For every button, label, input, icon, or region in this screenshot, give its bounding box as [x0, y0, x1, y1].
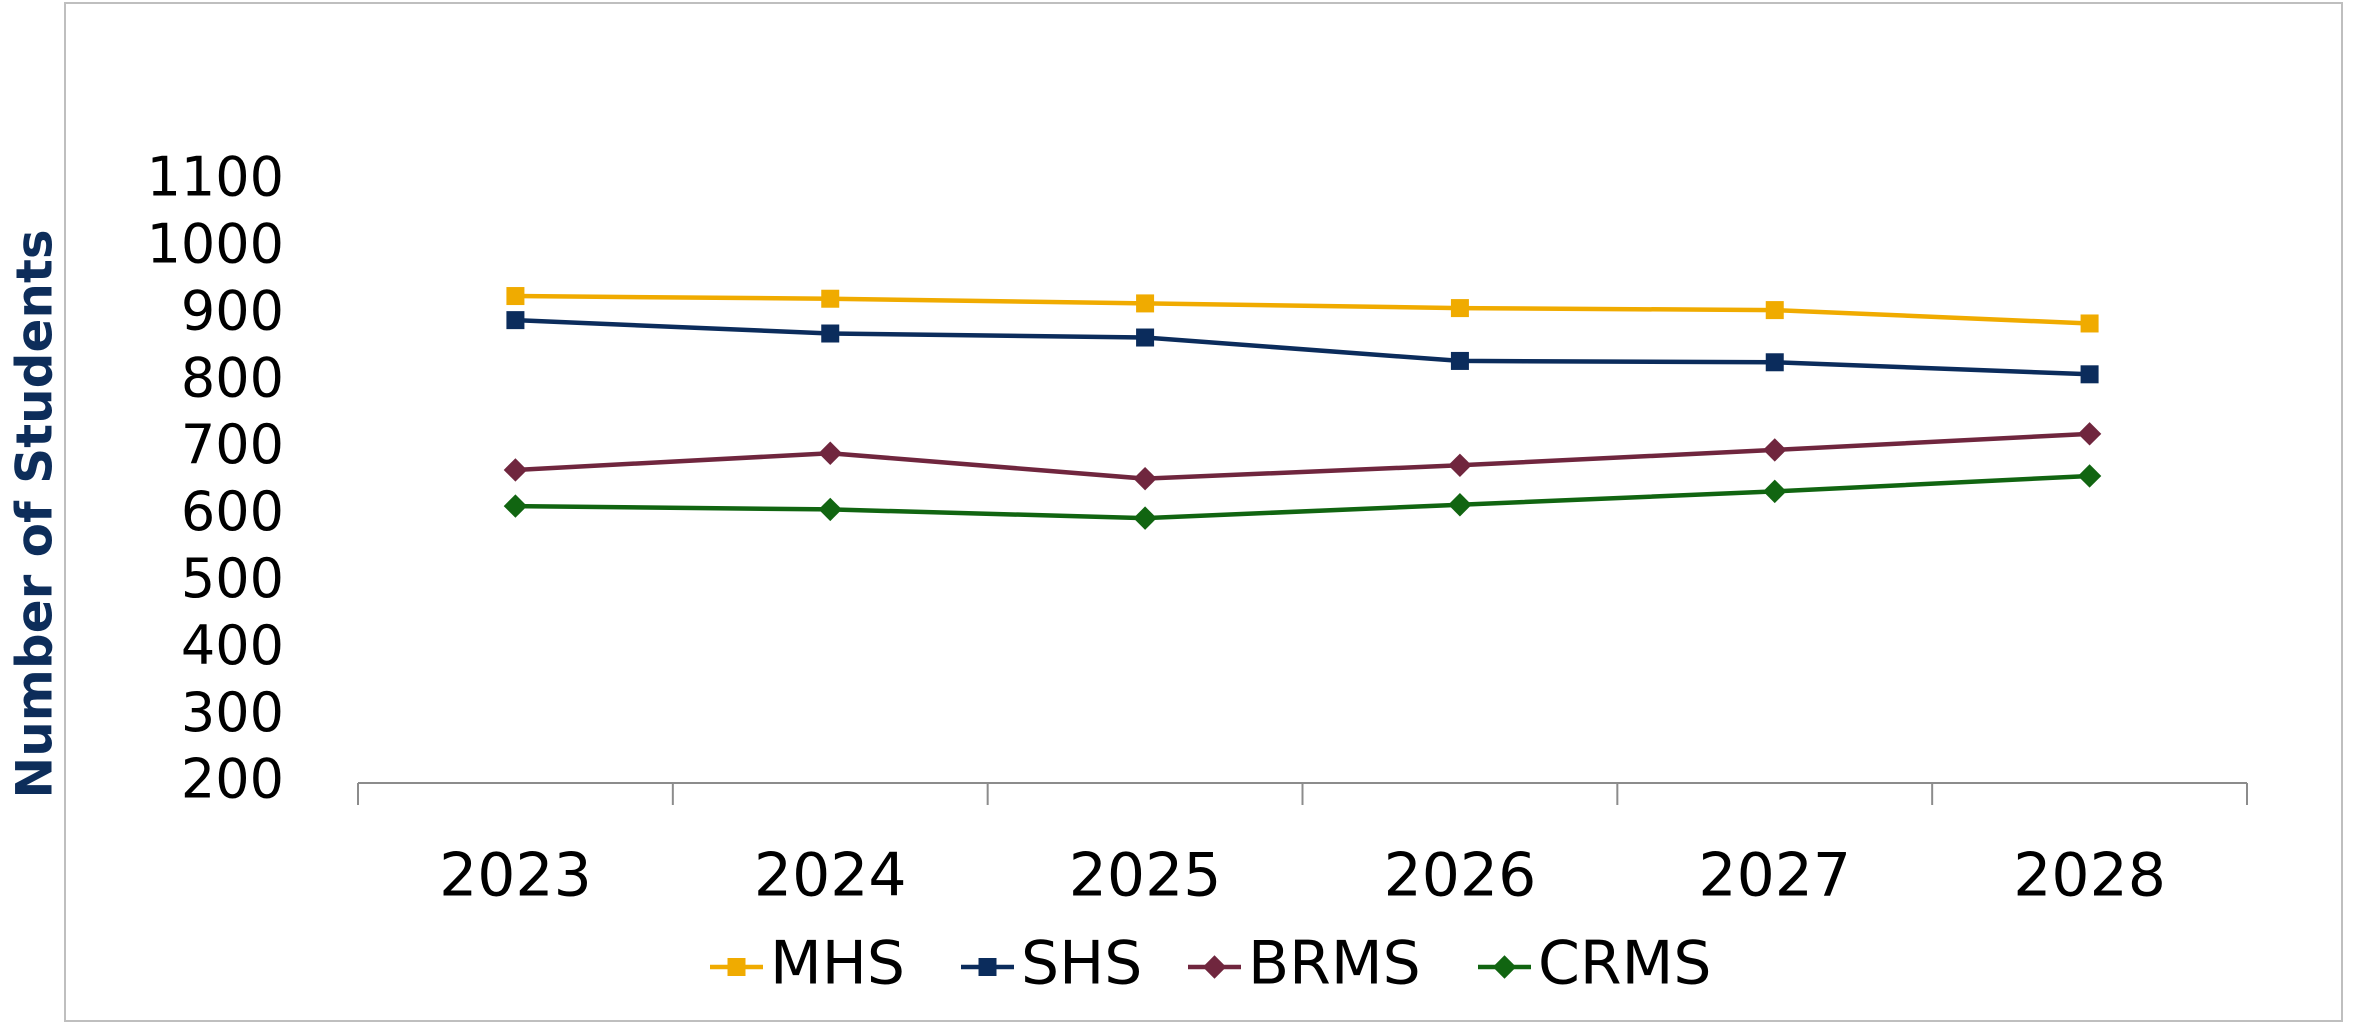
marker [1763, 438, 1787, 462]
x-tick-label: 2027 [1698, 841, 1851, 911]
legend-label: CRMS [1538, 929, 1711, 999]
legend-label: BRMS [1248, 929, 1421, 999]
marker [821, 324, 840, 343]
series-line [515, 317, 2090, 377]
y-tick-label: 400 [181, 614, 284, 677]
marker [1136, 328, 1155, 347]
y-tick-label: 300 [181, 681, 284, 744]
marker [1450, 351, 1469, 370]
marker [503, 494, 528, 518]
marker [1136, 294, 1155, 313]
marker [1133, 466, 1157, 491]
marker [1448, 493, 1472, 517]
legend-label: SHS [1021, 929, 1142, 999]
chart-border [64, 2, 2343, 1022]
y-tick-label: 600 [181, 480, 284, 543]
marker [1765, 301, 1784, 320]
y-tick-label: 1000 [147, 213, 284, 276]
marker [506, 311, 525, 330]
marker [818, 497, 842, 522]
marker [2077, 422, 2102, 446]
y-tick-label: 900 [181, 279, 284, 342]
marker [1763, 479, 1787, 504]
y-tick-label: 1100 [147, 146, 284, 209]
y-tick-label: 200 [181, 748, 284, 811]
series-line [515, 473, 2090, 521]
x-tick-label: 2026 [1384, 841, 1537, 911]
marker [1765, 353, 1784, 372]
x-tick-label: 2024 [754, 841, 907, 911]
marker [821, 289, 840, 308]
y-tick-label: 800 [181, 346, 284, 409]
marker [1133, 506, 1157, 530]
x-tick-label: 2025 [1069, 841, 1222, 911]
marker [506, 287, 525, 306]
legend-marker [727, 958, 746, 976]
y-axis-label: Number of Students [6, 229, 64, 798]
series-line [515, 431, 2090, 481]
marker [2080, 365, 2099, 384]
y-tick-label: 700 [181, 413, 284, 476]
legend-label: MHS [770, 929, 905, 999]
legend-marker [978, 958, 997, 976]
marker [2077, 464, 2102, 488]
series-line [515, 293, 2090, 326]
marker [1448, 453, 1472, 477]
x-tick-label: 2023 [439, 841, 592, 911]
marker [818, 441, 842, 465]
marker [503, 458, 528, 482]
legend-marker [1202, 955, 1227, 979]
marker [2080, 314, 2099, 333]
marker [1450, 299, 1469, 318]
x-tick-label: 2028 [2013, 841, 2166, 911]
y-tick-label: 500 [181, 547, 284, 610]
legend-marker [1492, 955, 1517, 979]
